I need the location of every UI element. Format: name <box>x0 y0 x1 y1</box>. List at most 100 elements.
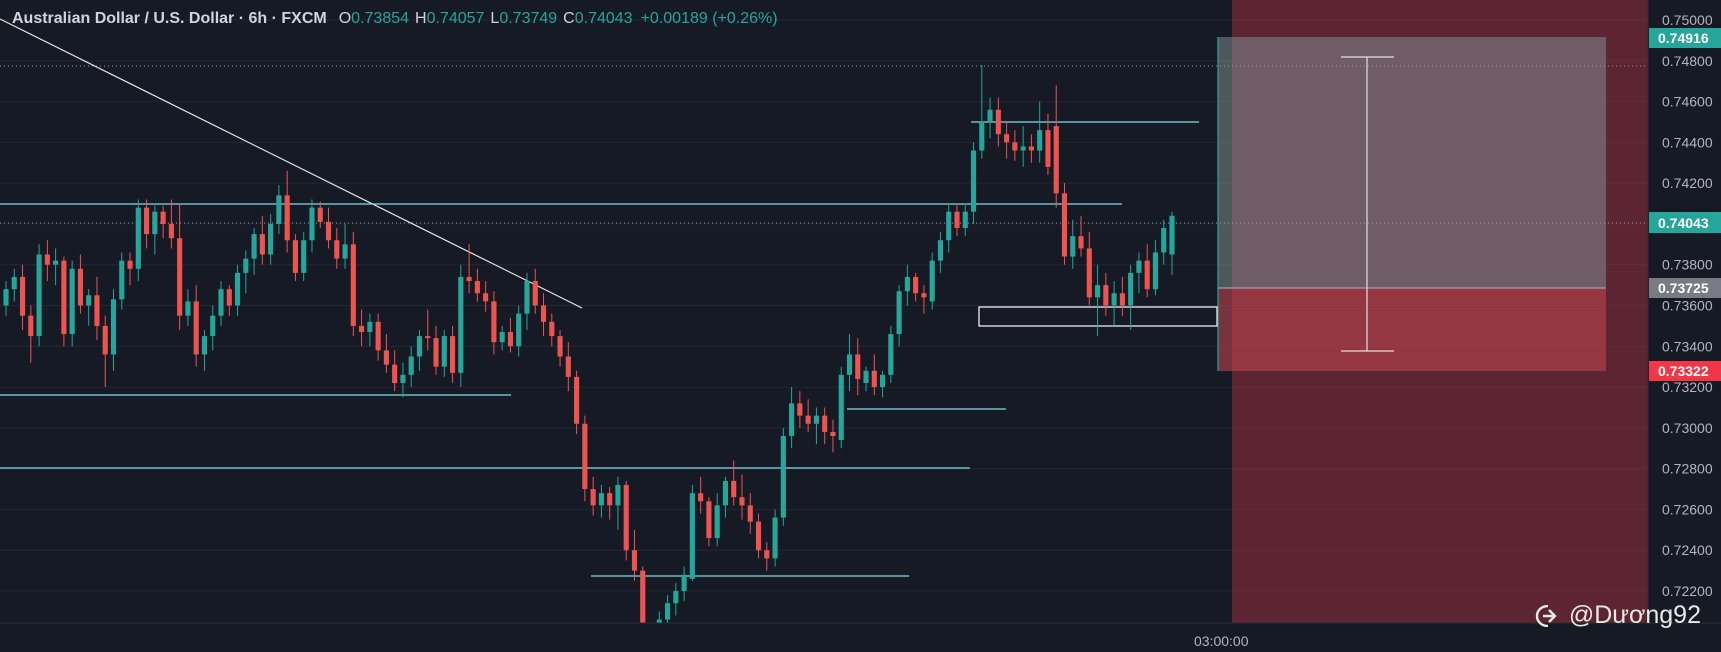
candle-bullish <box>863 370 869 383</box>
candle-bullish <box>218 289 224 316</box>
price-tick-label: 0.73800 <box>1662 257 1713 273</box>
candle-bearish <box>325 221 332 241</box>
candle-bearish <box>607 493 613 506</box>
candle-bullish <box>301 240 307 273</box>
stop-zone[interactable] <box>1218 288 1606 371</box>
candle-bearish <box>698 493 704 502</box>
candle-bullish <box>888 334 894 375</box>
candle-bearish <box>491 301 497 343</box>
candle-bullish <box>408 356 414 375</box>
candle-bullish <box>722 480 729 506</box>
candle-bearish <box>574 376 580 424</box>
candle-bearish <box>292 240 298 273</box>
tag-stop: 0.73322 <box>1649 361 1721 381</box>
high-key: H <box>415 10 427 27</box>
candle-bearish <box>565 356 571 377</box>
candle-bearish <box>102 325 108 355</box>
candle-bearish <box>954 211 960 229</box>
candle-bearish <box>375 321 381 351</box>
candle-bullish <box>896 291 902 335</box>
candle-bullish <box>342 244 348 259</box>
time-axis-label: 03:00:00 <box>1194 633 1249 649</box>
candle-bearish <box>1028 146 1034 151</box>
candle-bearish <box>822 415 828 432</box>
price-tick-label: 0.72800 <box>1662 461 1713 477</box>
candle-bearish <box>94 295 100 326</box>
candle-bearish <box>1086 248 1092 298</box>
price-axis[interactable] <box>1648 0 1721 652</box>
candle-bullish <box>1169 215 1175 255</box>
candle-bullish <box>772 517 778 559</box>
tag-entry: 0.73725 <box>1649 278 1721 298</box>
candle-bearish <box>739 497 745 506</box>
candle-bearish <box>532 281 538 306</box>
candle-bullish <box>441 336 447 367</box>
candle-bearish <box>127 260 133 269</box>
candle-bearish <box>77 268 83 306</box>
candle-bearish <box>631 550 638 571</box>
tag-entry-label: 0.73725 <box>1658 280 1709 296</box>
price-tick-label: 0.72600 <box>1662 501 1713 517</box>
candle-bearish <box>474 281 480 294</box>
candle-bearish <box>19 276 26 316</box>
candle-bullish <box>276 195 282 224</box>
candle-bearish <box>350 244 356 326</box>
candle-bullish <box>1128 272 1134 306</box>
trendline[interactable] <box>0 18 583 309</box>
low-key: L <box>490 10 500 27</box>
candle-bullish <box>1136 260 1142 273</box>
candle-bearish <box>334 240 340 259</box>
price-tick-label: 0.73200 <box>1662 379 1713 395</box>
price-tick-label: 0.72200 <box>1662 583 1713 599</box>
tradingview-logo-icon <box>1535 604 1557 627</box>
candle-bearish <box>449 336 456 373</box>
candle-bearish <box>1119 293 1125 306</box>
candle-bearish <box>731 480 737 498</box>
candle-bearish <box>855 354 861 379</box>
low-value: 0.73749 <box>499 10 558 27</box>
candle-bearish <box>921 293 927 298</box>
candle-bearish <box>557 336 563 357</box>
candle-bearish <box>764 550 770 559</box>
symbol-legend[interactable]: Australian Dollar / U.S. Dollar · 6h · F… <box>12 10 778 28</box>
candle-bearish <box>1103 285 1109 306</box>
candle-bullish <box>615 484 621 506</box>
candle-bearish <box>483 293 489 302</box>
candle-bullish <box>367 321 373 333</box>
candle-bearish <box>177 238 183 316</box>
candle-bullish <box>524 281 530 314</box>
candle-bearish <box>1078 236 1084 249</box>
candle-bullish <box>110 299 117 355</box>
candle-bearish <box>1144 260 1150 290</box>
symbol-title[interactable]: Australian Dollar / U.S. Dollar · 6h · F… <box>12 10 327 27</box>
candle-bearish <box>284 195 290 241</box>
candle-bullish <box>499 332 505 343</box>
price-tick-label: 0.74200 <box>1662 175 1713 191</box>
candle-bullish <box>185 301 191 316</box>
candle-bullish <box>946 211 952 241</box>
candle-bullish <box>1111 293 1117 306</box>
candle-bullish <box>309 207 315 241</box>
candle-bullish <box>201 336 208 355</box>
target-zone[interactable] <box>1218 37 1606 288</box>
high-value: 0.74057 <box>426 10 485 27</box>
candle-bullish <box>416 336 423 357</box>
tag-current-label: 0.74043 <box>1658 215 1709 231</box>
candle-bearish <box>507 332 514 347</box>
candle-bullish <box>53 260 59 265</box>
price-tick-label: 0.72400 <box>1662 542 1713 558</box>
candle-bearish <box>549 321 555 337</box>
candle-bearish <box>433 338 439 367</box>
candle-bearish <box>425 336 431 339</box>
price-tick-label: 0.73600 <box>1662 298 1713 314</box>
candle-bullish <box>962 211 968 229</box>
time-axis[interactable] <box>0 623 1721 652</box>
candle-bearish <box>226 289 232 306</box>
candle-bullish <box>400 374 406 383</box>
candle-bearish <box>1045 130 1051 167</box>
price-tick-label: 0.74800 <box>1662 53 1713 69</box>
candle-bullish <box>86 295 92 306</box>
candle-bullish <box>268 223 274 255</box>
candle-bullish <box>1161 228 1167 253</box>
